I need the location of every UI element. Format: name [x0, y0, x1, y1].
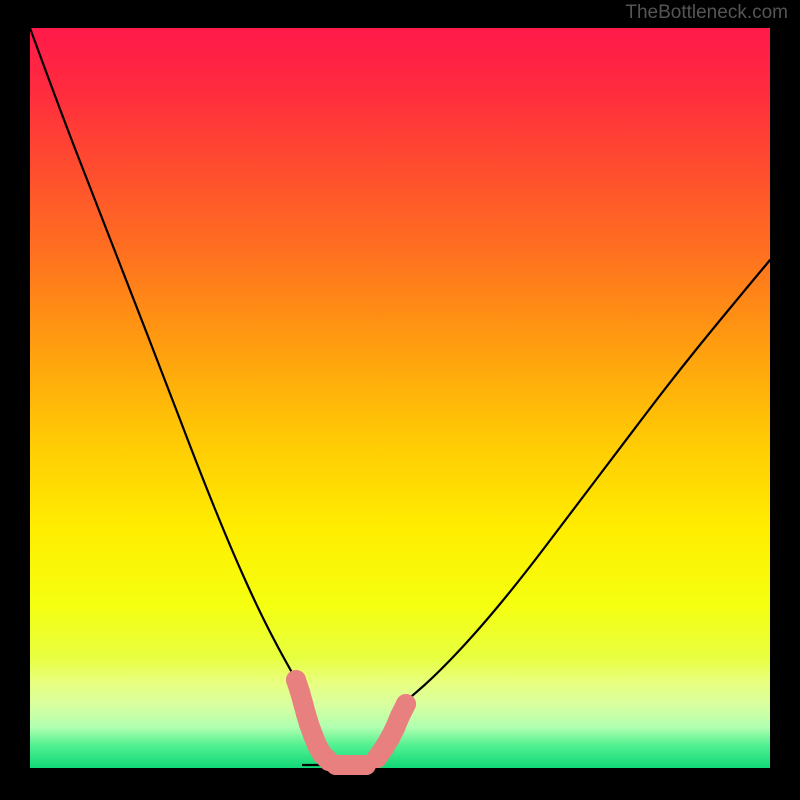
chart-plot-area — [30, 28, 770, 768]
watermark-text: TheBottleneck.com — [625, 2, 788, 24]
chart-svg — [0, 0, 800, 800]
marker-right-5 — [396, 694, 416, 714]
